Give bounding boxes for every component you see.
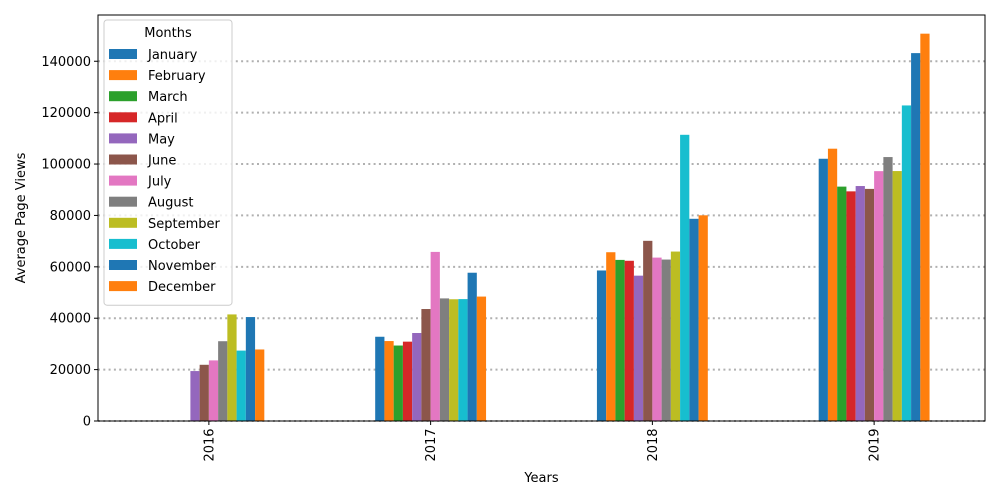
y-tick-label: 100000 bbox=[41, 158, 91, 173]
bar bbox=[208, 360, 219, 421]
bar bbox=[476, 296, 487, 421]
x-tick-label: 2019 bbox=[868, 428, 883, 461]
bar bbox=[255, 349, 265, 421]
bar bbox=[643, 240, 653, 421]
legend-label: February bbox=[148, 69, 206, 84]
bar bbox=[874, 171, 884, 421]
legend-swatch bbox=[109, 112, 137, 123]
legend: Months January February March April May June Ju… bbox=[103, 19, 233, 306]
legend-swatch bbox=[109, 154, 137, 165]
bar bbox=[218, 341, 228, 421]
y-tick-label: 80000 bbox=[50, 209, 91, 224]
bar bbox=[920, 33, 930, 421]
bar bbox=[846, 191, 856, 421]
bar bbox=[412, 333, 422, 421]
y-tick-label: 140000 bbox=[41, 55, 91, 70]
x-axis-label: Years bbox=[523, 471, 559, 486]
bar bbox=[606, 252, 616, 421]
bar bbox=[199, 364, 209, 421]
bar bbox=[624, 260, 634, 421]
bar bbox=[837, 186, 847, 421]
legend-swatch bbox=[109, 70, 137, 81]
legend-label: November bbox=[148, 259, 216, 274]
bar bbox=[892, 171, 902, 421]
bar bbox=[430, 251, 440, 421]
plot-frame bbox=[97, 14, 986, 422]
bar bbox=[439, 298, 450, 421]
bar bbox=[680, 134, 690, 421]
y-tick-label: 0 bbox=[83, 415, 91, 430]
bar bbox=[661, 259, 671, 421]
legend-swatch bbox=[109, 175, 137, 186]
legend-label: June bbox=[147, 154, 176, 169]
bar bbox=[402, 341, 413, 421]
legend-swatch bbox=[109, 238, 137, 249]
legend-label: May bbox=[148, 132, 175, 147]
legend-swatch bbox=[109, 91, 137, 102]
x-tick-label: 2018 bbox=[646, 428, 661, 461]
bar bbox=[652, 257, 662, 421]
legend-label: December bbox=[148, 280, 216, 295]
bars-layer bbox=[190, 33, 930, 422]
x-tick-label: 2017 bbox=[424, 428, 439, 461]
legend-label: January bbox=[147, 48, 198, 63]
legend-swatch bbox=[109, 196, 137, 207]
legend-title: Months bbox=[144, 26, 192, 41]
bar bbox=[467, 272, 477, 421]
bar bbox=[596, 270, 607, 421]
bar bbox=[633, 275, 644, 421]
bar bbox=[393, 345, 403, 421]
bar bbox=[698, 215, 708, 421]
bar bbox=[615, 259, 625, 421]
bar bbox=[236, 350, 246, 421]
legend-swatch bbox=[109, 49, 137, 59]
bar bbox=[827, 148, 838, 421]
y-tick-label: 40000 bbox=[50, 312, 91, 327]
x-tick-label: 2016 bbox=[202, 428, 217, 461]
bar bbox=[227, 314, 237, 421]
x-axis: 2016 2017 2018 2019 bbox=[202, 421, 883, 462]
y-axis-label: Average Page Views bbox=[14, 152, 29, 283]
bar bbox=[375, 336, 385, 421]
legend-swatch bbox=[109, 281, 137, 292]
legend-label: August bbox=[148, 196, 194, 211]
legend-swatch bbox=[109, 133, 137, 144]
bar bbox=[245, 317, 256, 421]
bar bbox=[855, 186, 865, 421]
bar bbox=[670, 251, 681, 421]
bar bbox=[190, 371, 200, 421]
bar bbox=[864, 188, 875, 421]
bar bbox=[818, 158, 828, 422]
bar bbox=[901, 105, 912, 421]
legend-label: October bbox=[148, 238, 201, 253]
bar bbox=[458, 299, 468, 421]
y-tick-label: 60000 bbox=[50, 260, 91, 275]
bar bbox=[883, 157, 893, 421]
legend-label: March bbox=[148, 90, 188, 105]
y-tick-label: 120000 bbox=[41, 106, 91, 121]
bar bbox=[421, 309, 431, 421]
bar bbox=[911, 53, 921, 422]
bar bbox=[689, 218, 699, 421]
y-tick-label: 20000 bbox=[50, 363, 91, 378]
y-axis: 0 20000 40000 60000 80000 100000 120000 140000 bbox=[41, 55, 98, 430]
legend-swatch bbox=[109, 217, 137, 228]
legend-label: April bbox=[148, 111, 178, 126]
bar bbox=[384, 341, 394, 421]
legend-label: July bbox=[147, 175, 172, 190]
legend-label: September bbox=[148, 217, 221, 232]
bar bbox=[449, 299, 459, 421]
legend-swatch bbox=[109, 260, 137, 270]
